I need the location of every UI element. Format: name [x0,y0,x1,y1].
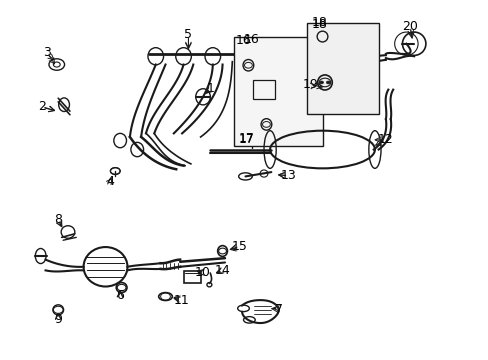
Text: 1: 1 [206,82,214,95]
Text: 9: 9 [54,312,62,326]
Text: 16: 16 [243,33,259,46]
Text: 15: 15 [231,240,247,253]
Text: 13: 13 [280,169,296,182]
Text: 3: 3 [43,46,51,59]
Text: 8: 8 [54,213,62,226]
Text: 7: 7 [274,303,282,316]
Text: 17: 17 [239,132,254,145]
Text: 6: 6 [116,289,124,302]
Bar [253,80,275,99]
Text: 20: 20 [402,20,417,33]
Text: 18: 18 [311,17,327,30]
Circle shape [326,81,330,84]
Text: 16: 16 [235,34,251,48]
Text: 12: 12 [377,133,393,146]
Circle shape [319,81,323,84]
Text: 11: 11 [173,294,188,307]
Text: 14: 14 [214,264,230,277]
Text: 2: 2 [38,100,46,113]
Text: 18: 18 [311,18,327,31]
Text: 4: 4 [106,175,114,188]
Bar [233,37,322,146]
Text: 10: 10 [195,266,210,279]
Bar [183,271,200,283]
Text: 17: 17 [239,133,254,146]
Bar [306,23,378,114]
Text: 19: 19 [302,78,318,91]
Text: 5: 5 [184,28,192,41]
